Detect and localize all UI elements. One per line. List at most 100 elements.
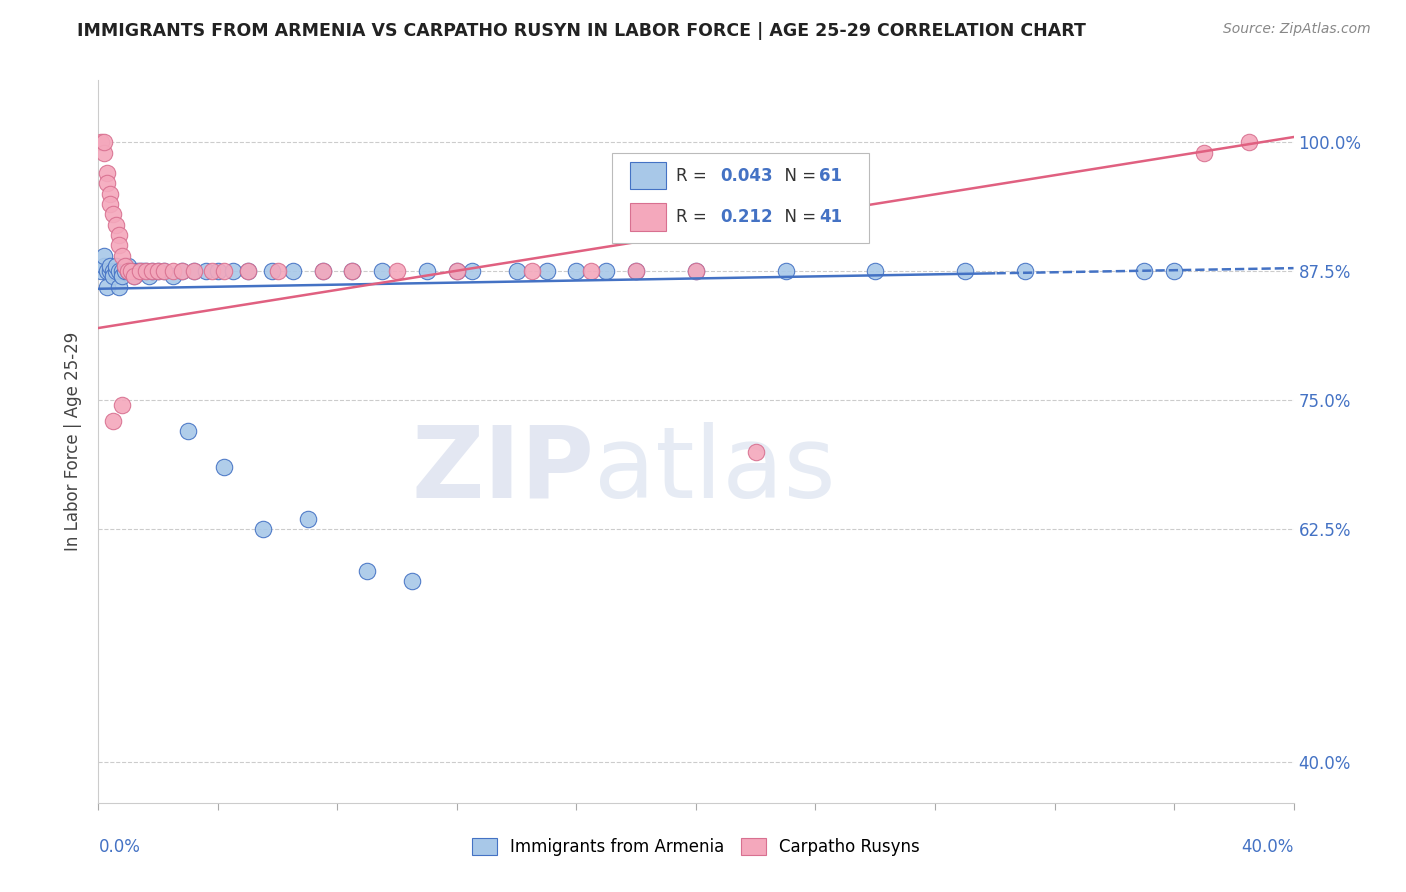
Point [98,264,122,278]
Point [342,264,364,278]
Point [342,264,364,278]
Point [371,264,394,278]
Point [1133,264,1156,278]
Point [108,279,131,293]
Point [117,264,139,278]
Text: N =: N = [773,208,821,226]
Point [108,228,131,243]
Point [401,574,423,588]
Point [1192,145,1215,160]
Point [114,264,136,278]
Point [461,264,484,278]
Point [96,166,118,180]
Point [111,398,134,412]
Point [96,264,118,278]
Text: 61: 61 [820,167,842,185]
Point [93,135,115,149]
Point [195,264,218,278]
Point [177,424,200,438]
Point [685,264,707,278]
Point [252,522,274,536]
Point [148,264,170,278]
Point [267,264,290,278]
Bar [630,203,666,230]
Point [212,264,235,278]
Point [446,264,468,278]
Point [416,264,439,278]
Text: N =: N = [773,167,821,185]
Point [536,264,558,278]
Point [297,512,319,526]
Point [153,264,176,278]
Point [111,269,134,284]
Point [506,264,529,278]
Point [120,264,142,278]
Point [117,264,139,278]
Point [98,186,122,201]
Point [120,264,142,278]
Text: R =: R = [676,167,711,185]
Point [93,249,115,263]
Point [108,264,131,278]
Point [135,264,157,278]
Point [93,145,115,160]
Point [148,264,170,278]
Point [1163,264,1185,278]
Point [1237,135,1260,149]
Point [356,564,378,578]
Point [103,207,125,221]
Point [103,264,125,278]
Point [775,264,797,278]
Point [236,264,259,278]
Point [281,264,304,278]
Point [90,135,112,149]
Point [96,177,118,191]
Point [595,264,617,278]
Point [111,264,134,278]
Point [212,460,235,475]
Point [124,269,146,284]
Point [222,264,245,278]
Point [96,279,118,293]
Text: 40.0%: 40.0% [1241,838,1294,856]
Text: 0.043: 0.043 [720,167,772,185]
Point [105,218,128,232]
Point [105,259,128,273]
Bar [630,162,666,189]
Point [865,264,887,278]
Point [446,264,468,278]
Text: atlas: atlas [595,422,837,519]
Point [183,264,205,278]
Point [98,259,122,273]
Legend: Immigrants from Armenia, Carpatho Rusyns: Immigrants from Armenia, Carpatho Rusyns [465,831,927,863]
Point [93,259,115,273]
Point [105,264,128,278]
Point [127,264,149,278]
Point [98,197,122,211]
Point [953,264,976,278]
Point [162,264,184,278]
Text: 41: 41 [820,208,842,226]
Point [201,264,224,278]
Point [129,264,152,278]
Point [183,264,205,278]
Point [103,269,125,284]
Point [260,264,283,278]
Point [311,264,333,278]
Point [90,264,112,278]
Text: IMMIGRANTS FROM ARMENIA VS CARPATHO RUSYN IN LABOR FORCE | AGE 25-29 CORRELATION: IMMIGRANTS FROM ARMENIA VS CARPATHO RUSY… [77,22,1087,40]
Point [172,264,194,278]
Point [153,264,176,278]
Point [103,414,125,428]
Text: Source: ZipAtlas.com: Source: ZipAtlas.com [1223,22,1371,37]
Point [135,264,157,278]
Point [124,269,146,284]
Point [1014,264,1036,278]
Point [745,445,768,459]
Point [141,264,163,278]
Text: 0.0%: 0.0% [98,838,141,856]
Point [385,264,409,278]
Point [108,238,131,252]
Text: ZIP: ZIP [412,422,595,519]
Point [138,269,160,284]
